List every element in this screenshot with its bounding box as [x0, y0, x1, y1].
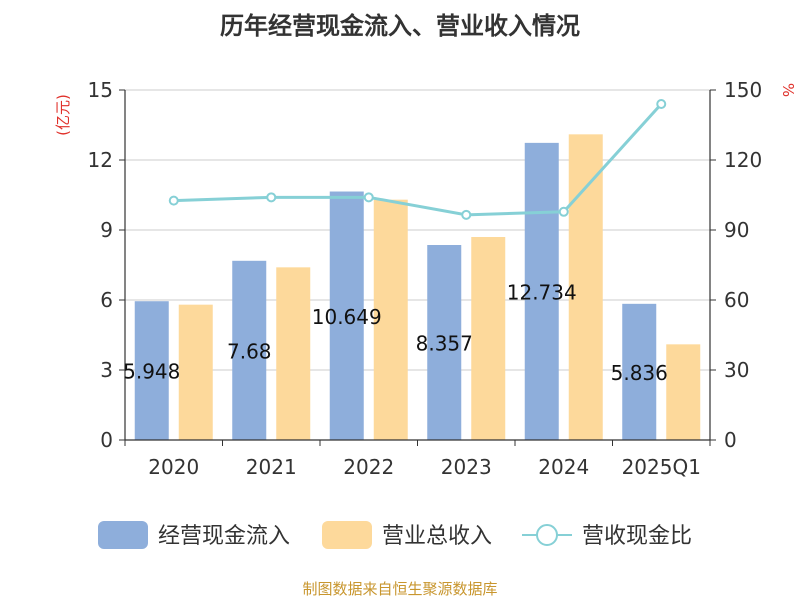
- bar-cash-inflow: [329, 191, 364, 440]
- gridlines: [125, 89, 710, 371]
- bar-revenue: [178, 304, 213, 440]
- left-axis-tick-label: 12: [88, 148, 113, 172]
- left-axis-tick-label: 0: [100, 428, 113, 452]
- legend-label: 营业总收入: [382, 524, 492, 549]
- left-axis-tick-label: 6: [100, 288, 113, 312]
- chart-title: 历年经营现金流入、营业收入情况: [220, 12, 580, 40]
- bar-data-label: 7.68: [227, 339, 272, 363]
- bar-data-label: 8.357: [416, 332, 473, 356]
- right-axis-tick-label: 150: [724, 78, 762, 102]
- legend-swatch-revenue: [322, 521, 372, 549]
- bar-revenue: [471, 237, 506, 440]
- data-labels: 5.948 7.68 10.649 8.357 12.734 5.836: [123, 280, 668, 384]
- legend-label: 营收现金比: [582, 524, 692, 549]
- legend-marker-ratio: [536, 524, 558, 546]
- bar-data-label: 12.734: [507, 280, 577, 304]
- ratio-line: [173, 102, 663, 217]
- left-axis-tick-label: 3: [100, 358, 113, 382]
- source-footnote: 制图数据来自恒生聚源数据库: [302, 580, 498, 598]
- right-axis-tick-label: 60: [724, 288, 749, 312]
- right-axis-tick-label: 0: [724, 428, 737, 452]
- left-axis-title: (亿元): [54, 94, 72, 136]
- right-axis-tick-label: 90: [724, 218, 749, 242]
- right-axis-tick-label: 120: [724, 148, 762, 172]
- bar-data-label: 5.948: [123, 360, 180, 384]
- x-axis-tick-label: 2022: [343, 455, 394, 479]
- bar-revenue: [666, 344, 701, 440]
- bar-cash-inflow: [524, 142, 559, 440]
- legend: 经营现金流入 营业总收入 营收现金比: [98, 521, 692, 549]
- bar-data-label: 10.649: [312, 305, 382, 329]
- line-series: [168, 99, 667, 220]
- ratio-point: [168, 195, 179, 206]
- left-axis-tick-label: 15: [88, 78, 113, 102]
- legend-swatch-cash-inflow: [98, 521, 148, 549]
- ratio-point: [363, 192, 374, 203]
- bar-series: [134, 134, 701, 441]
- ratio-point: [558, 206, 569, 217]
- left-axis-tick-label: 9: [100, 218, 113, 242]
- bar-data-label: 5.836: [611, 361, 668, 385]
- x-axis-tick-label: 2024: [538, 455, 589, 479]
- ratio-point: [656, 99, 667, 109]
- ratio-point: [266, 192, 277, 203]
- right-axis-title: %: [779, 83, 797, 97]
- x-axis-tick-label: 2021: [246, 455, 297, 479]
- x-axis-tick-label: 2023: [441, 455, 492, 479]
- bar-revenue: [276, 267, 311, 440]
- bar-cash-inflow: [232, 260, 267, 440]
- bar-cash-inflow: [427, 245, 462, 440]
- ratio-point: [461, 209, 472, 220]
- bar-cash-inflow: [134, 301, 169, 440]
- right-axis-tick-label: 30: [724, 358, 749, 382]
- legend-label: 经营现金流入: [158, 524, 290, 549]
- x-axis-tick-label: 2025Q1: [622, 455, 701, 479]
- x-axis-tick-label: 2020: [148, 455, 199, 479]
- bar-revenue: [373, 199, 408, 440]
- bar-cash-inflow: [622, 303, 657, 440]
